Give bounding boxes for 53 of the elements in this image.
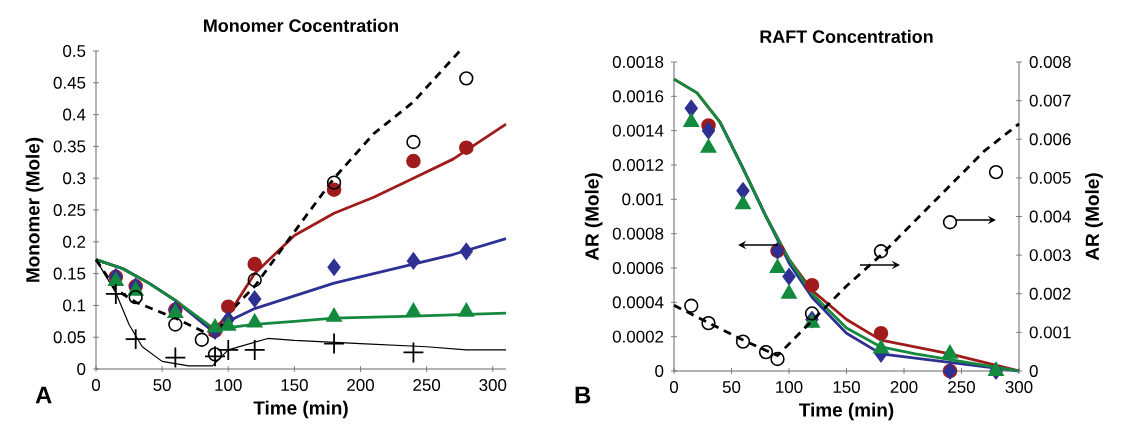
x-tick-label: 100 — [776, 381, 803, 394]
y-tick-label: 0.0006 — [612, 262, 664, 274]
x-tick-label: 200 — [347, 379, 374, 392]
text: B — [575, 386, 591, 404]
y-axis-title: Monomer (Mole) — [25, 137, 44, 282]
x-tick-label: 50 — [722, 381, 741, 394]
y-tick-label: 0.25 — [53, 204, 86, 216]
y-tick-label: 0.001 — [622, 193, 664, 206]
y2-tick-label: 0.003 — [1029, 249, 1071, 262]
y2-tick-label: 0.006 — [1029, 133, 1071, 146]
x-tick-label: 100 — [215, 379, 242, 392]
y2-tick-label: 0 — [1029, 365, 1038, 377]
y2-tick-label: 0.007 — [1029, 94, 1071, 107]
x-tick-label: 0 — [669, 381, 679, 394]
x-tick-label: 200 — [890, 381, 918, 394]
chart-title: Monomer Cocentration — [204, 18, 399, 33]
y-tick-label: 0.35 — [53, 140, 86, 153]
y-tick-label: 0.4 — [63, 108, 86, 121]
x-axis-title: Time (min) — [253, 400, 348, 419]
y-tick-label: 0.3 — [63, 172, 86, 185]
y2-tick-label: 0.005 — [1029, 171, 1071, 184]
x-tick-label: 250 — [948, 381, 975, 394]
x-axis-title: Time (min) — [799, 402, 894, 421]
y-tick-label: 0.0004 — [612, 296, 664, 309]
x-tick-label: 150 — [281, 379, 308, 392]
x-tick-label: 150 — [833, 381, 860, 394]
y-tick-label: 0.0008 — [612, 227, 664, 240]
y-axis-title: AR (Mole) — [584, 173, 603, 261]
y-tick-label: 0.05 — [53, 331, 86, 344]
y2-tick-label: 0.008 — [1029, 56, 1071, 68]
y-tick-label: 0.0012 — [612, 159, 664, 171]
y-tick-label: 0.0014 — [612, 124, 664, 137]
x-tick-label: 300 — [1005, 381, 1033, 394]
x-tick-label: 300 — [479, 379, 507, 392]
y-tick-label: 0.45 — [53, 76, 86, 89]
y-tick-label: 0 — [655, 365, 664, 377]
y2-tick-label: 0.002 — [1029, 287, 1071, 300]
y-tick-label: 0.0018 — [612, 56, 664, 68]
y2-axis-title: AR (Mole) — [1085, 173, 1103, 261]
x-tick-label: 250 — [413, 379, 441, 392]
y-tick-label: 0.2 — [63, 235, 86, 248]
y-tick-label: 0 — [77, 363, 86, 375]
y2-tick-label: 0.001 — [1029, 326, 1071, 339]
y-tick-label: 0.5 — [63, 45, 86, 57]
chart-title: RAFT Concentration — [760, 29, 933, 44]
x-tick-label: 50 — [153, 379, 171, 392]
text: A — [35, 386, 52, 404]
x-tick-label: 0 — [91, 379, 101, 392]
y-tick-label: 0.0016 — [612, 90, 664, 103]
y-tick-label: 0.15 — [53, 267, 86, 280]
y2-tick-label: 0.004 — [1029, 210, 1071, 223]
y-tick-label: 0.0002 — [612, 330, 664, 343]
y-tick-label: 0.1 — [63, 299, 86, 312]
